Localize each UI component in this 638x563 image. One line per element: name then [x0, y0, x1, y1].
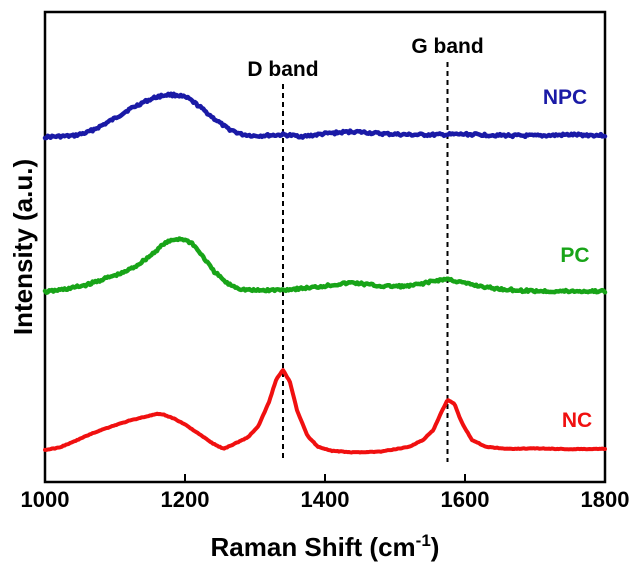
x-axis-title-main: Raman Shift (cm [211, 532, 416, 562]
x-tick-label: 1200 [161, 487, 210, 512]
x-tick-label: 1800 [581, 487, 630, 512]
series-line-pc [42, 236, 608, 295]
reference-line-label: D band [247, 58, 318, 81]
series-label-npc: NPC [543, 86, 587, 109]
x-axis-title-superscript: -1 [416, 531, 431, 550]
series-label-pc: PC [560, 244, 589, 267]
reference-line-label: G band [411, 35, 483, 58]
x-tick-label: 1000 [21, 487, 70, 512]
x-axis-title: Raman Shift (cm-1) [211, 531, 440, 562]
series-line-nc [43, 368, 607, 455]
x-tick-label: 1600 [441, 487, 490, 512]
plot-frame [43, 10, 607, 484]
y-axis-title: Intensity (a.u.) [8, 159, 38, 335]
series-line-npc [42, 91, 608, 141]
x-axis-title-end: ) [431, 532, 440, 562]
x-tick-label: 1400 [301, 487, 350, 512]
series-label-nc: NC [562, 409, 592, 432]
